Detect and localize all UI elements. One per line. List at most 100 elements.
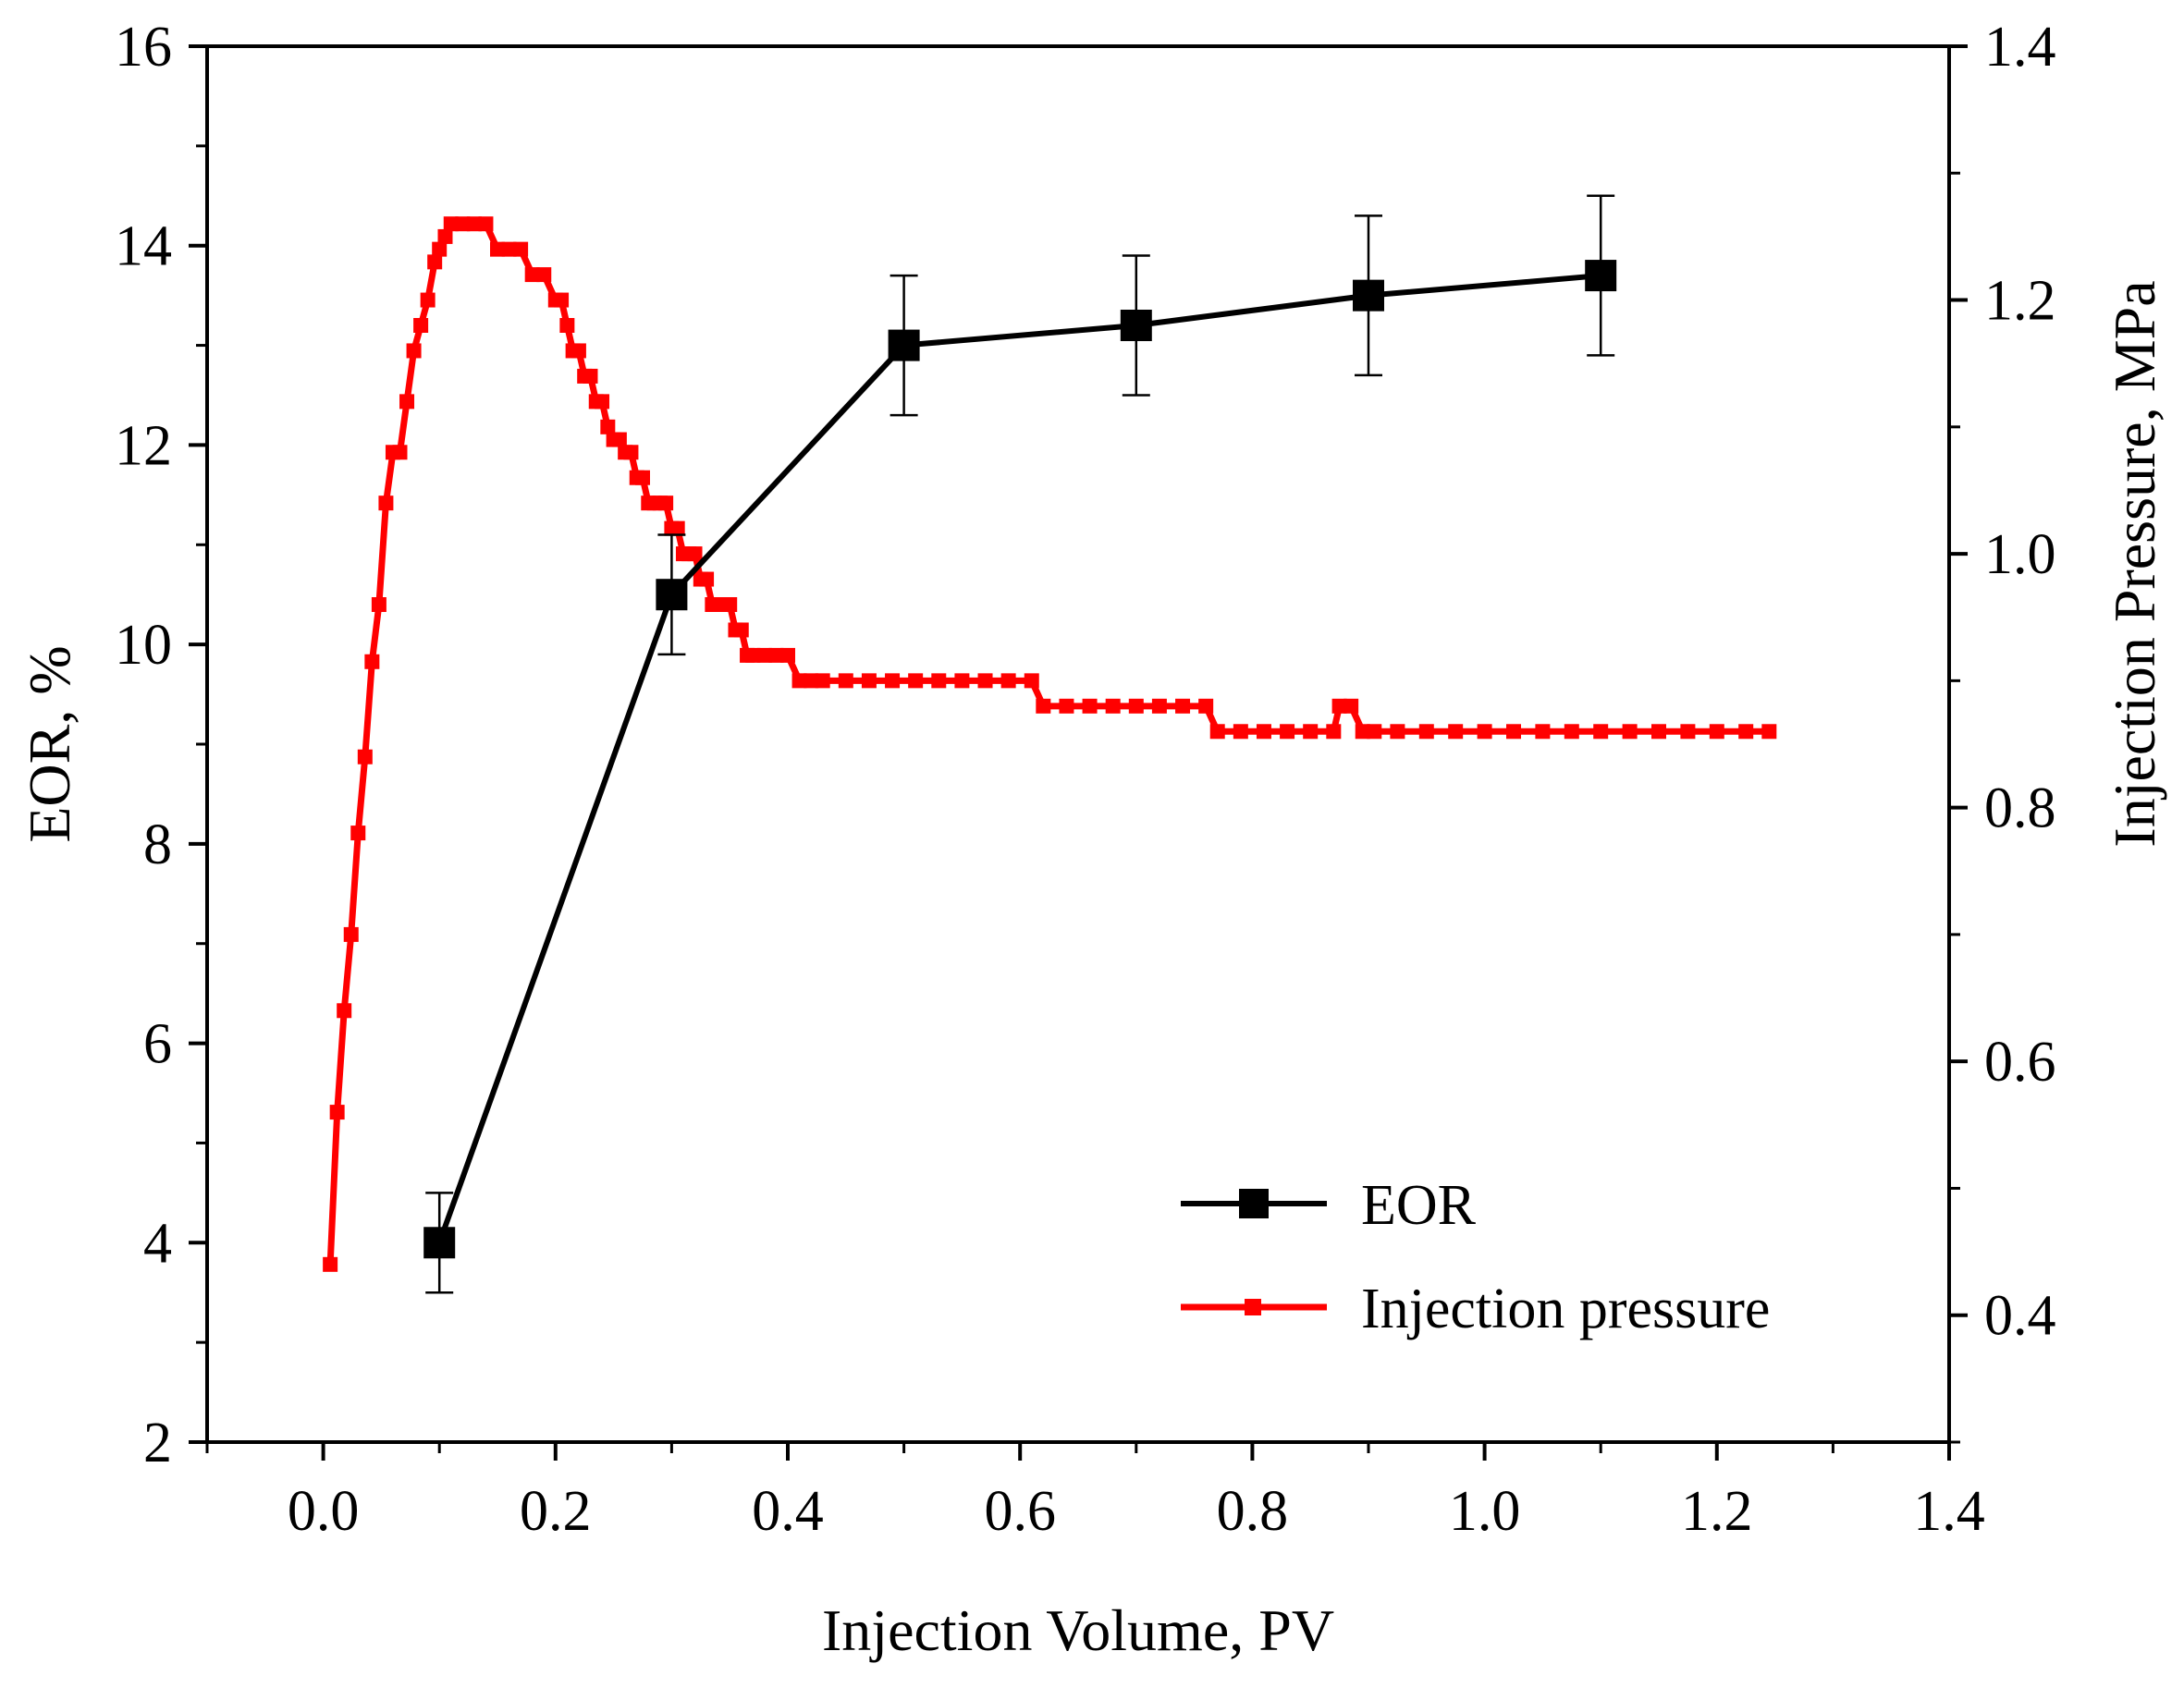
pressure-point (583, 368, 598, 384)
x-axis-title: Injection Volume, PV (822, 1597, 1334, 1663)
pressure-point (406, 343, 422, 359)
pressure-point (1593, 724, 1609, 740)
pressure-point (1105, 698, 1121, 714)
pressure-point (722, 597, 738, 612)
eor-point (656, 579, 688, 611)
pressure-point (908, 673, 924, 689)
pressure-point (1000, 673, 1016, 689)
pressure-point (1059, 698, 1074, 714)
pressure-point (611, 432, 627, 447)
y-axis-title-left: EOR, % (17, 645, 82, 842)
pressure-point (1024, 673, 1039, 689)
pressure-point (623, 445, 639, 460)
pressure-point (780, 647, 795, 663)
legend-pressure-marker (1245, 1299, 1261, 1315)
pressure-point (1175, 698, 1191, 714)
eor-point (888, 329, 920, 361)
pressure-line (326, 220, 1770, 1265)
pressure-point (687, 546, 703, 562)
legend-eor-marker (1239, 1189, 1269, 1218)
y-left-tick-label: 16 (115, 16, 172, 79)
pressure-point (595, 394, 610, 410)
x-tick-label: 0.6 (984, 1480, 1056, 1543)
series-layer (323, 194, 1777, 1294)
pressure-point (1209, 724, 1225, 740)
pressure-point (432, 241, 448, 257)
pressure-point (399, 394, 415, 410)
y-left-tick-label: 4 (143, 1212, 172, 1275)
pressure-point (571, 343, 586, 359)
pressure-point (861, 673, 877, 689)
pressure-point (658, 495, 674, 511)
pressure-point (1128, 698, 1144, 714)
y-left-tick-label: 10 (115, 614, 172, 677)
pressure-point (931, 673, 947, 689)
pressure-point (1506, 724, 1521, 740)
pressure-point (443, 216, 459, 232)
pressure-point (437, 228, 453, 244)
pressure-point (1256, 724, 1271, 740)
pressure-point (699, 571, 715, 587)
y-left-tick-label: 12 (115, 414, 172, 477)
pressure-point (466, 216, 482, 232)
y-right-tick-label: 1.4 (1984, 16, 2056, 79)
plot-area (205, 44, 1951, 1444)
pressure-point (1233, 724, 1248, 740)
pressure-point (954, 673, 970, 689)
pressure-point (371, 597, 386, 612)
pressure-point (1651, 724, 1666, 740)
pressure-point (427, 254, 443, 270)
pressure-point (733, 622, 749, 638)
pressure-point (350, 826, 366, 841)
pressure-point (1082, 698, 1098, 714)
y-right-tick-label: 1.2 (1984, 270, 2056, 333)
x-tick-label: 0.0 (288, 1480, 360, 1543)
legend: EOR Injection pressure (1181, 1174, 1770, 1340)
pressure-point (337, 1003, 352, 1019)
x-tick-label: 1.0 (1449, 1480, 1521, 1543)
pressure-point (1303, 724, 1319, 740)
pressure-point (1738, 724, 1754, 740)
pressure-point (756, 647, 772, 663)
pressure-point (1709, 724, 1724, 740)
y-right-tick-label: 0.4 (1984, 1285, 2056, 1348)
y-axis-title-right: Injection Pressure, MPa (2102, 280, 2167, 847)
eor-point (1585, 260, 1617, 292)
eor-point (423, 1227, 456, 1259)
eor-line (436, 273, 1601, 1244)
pressure-point (1680, 724, 1696, 740)
pressure-point (357, 749, 373, 764)
pressure-point (455, 216, 471, 232)
y-right-tick-label: 0.8 (1984, 777, 2056, 840)
pressure-point (1390, 724, 1405, 740)
x-tick-label: 1.2 (1681, 1480, 1753, 1543)
pressure-point (478, 216, 494, 232)
pressure-point (1418, 724, 1434, 740)
pressure-point (815, 673, 830, 689)
pressure-point (490, 241, 505, 257)
pressure-point (378, 495, 394, 511)
pressure-point (513, 241, 529, 257)
eor-point (1120, 310, 1152, 341)
pressure-point (559, 318, 575, 333)
pressure-point (420, 292, 436, 308)
pressure-point (1344, 698, 1359, 714)
pressure-point (554, 292, 570, 308)
pressure-point (1036, 698, 1051, 714)
y-left-tick-label: 8 (143, 813, 172, 876)
pressure-point (768, 647, 784, 663)
y-right-tick-label: 0.6 (1984, 1031, 2056, 1094)
pressure-point (1367, 724, 1382, 740)
pressure-point (323, 1256, 338, 1272)
pressure-point (669, 520, 685, 536)
pressure-point (977, 673, 993, 689)
x-tick-label: 0.4 (752, 1480, 824, 1543)
pressure-point (1331, 698, 1347, 714)
pressure-point (413, 318, 429, 333)
pressure-point (885, 673, 901, 689)
pressure-point (364, 654, 380, 669)
pressure-point (1477, 724, 1492, 740)
pressure-point (791, 673, 807, 689)
pressure-point (1564, 724, 1579, 740)
